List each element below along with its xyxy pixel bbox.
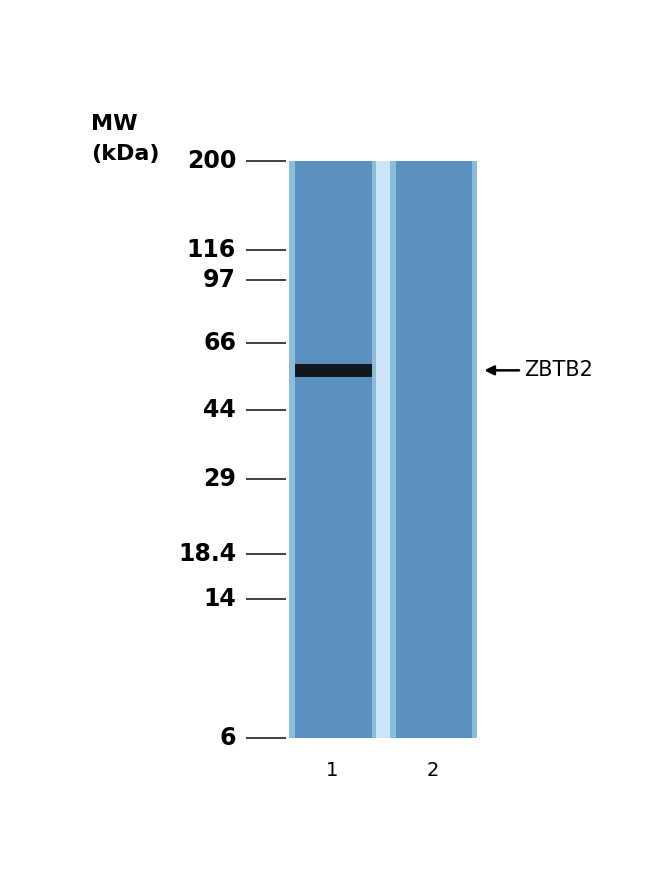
Text: 1: 1 — [326, 761, 339, 781]
Text: 18.4: 18.4 — [178, 542, 236, 566]
Bar — [372, 161, 376, 738]
Text: 2: 2 — [427, 761, 439, 781]
Text: 66: 66 — [203, 331, 236, 355]
Text: (kDa): (kDa) — [91, 144, 160, 164]
Text: 29: 29 — [203, 466, 236, 490]
Text: 116: 116 — [187, 239, 236, 263]
Text: 44: 44 — [203, 398, 236, 422]
Text: 200: 200 — [187, 149, 236, 173]
Text: MW: MW — [91, 115, 138, 134]
Text: 14: 14 — [203, 587, 236, 611]
Text: 6: 6 — [220, 726, 236, 750]
Text: ZBTB2: ZBTB2 — [525, 360, 593, 380]
Bar — [289, 161, 295, 738]
Bar — [376, 161, 390, 738]
Bar — [295, 364, 372, 376]
Bar — [473, 161, 476, 738]
Text: 97: 97 — [203, 268, 236, 292]
Bar — [390, 161, 396, 738]
